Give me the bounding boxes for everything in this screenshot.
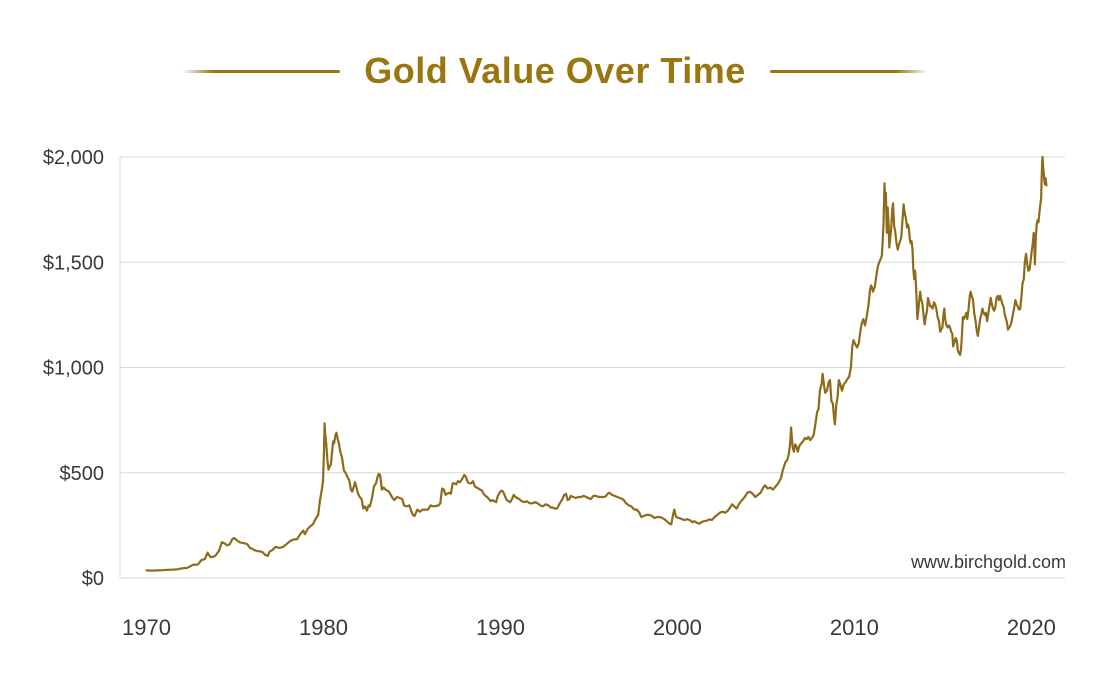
chart-title: Gold Value Over Time [364, 50, 746, 91]
title-rule-right [769, 69, 928, 73]
x-tick-label: 1970 [122, 615, 171, 640]
x-tick-label: 2000 [653, 615, 702, 640]
watermark: www.birchgold.com [910, 552, 1066, 572]
y-tick-label: $1,000 [43, 358, 104, 380]
x-tick-label: 1990 [476, 615, 525, 640]
x-tick-label: 2020 [1007, 615, 1056, 640]
y-tick-label: $0 [82, 568, 104, 590]
x-tick-label: 2010 [830, 615, 879, 640]
y-tick-label: $2,000 [43, 147, 104, 169]
x-tick-label: 1980 [299, 615, 348, 640]
y-tick-label: $500 [60, 463, 105, 485]
title-rule-left [182, 69, 341, 73]
gold-price-line [145, 155, 1048, 572]
chart-header: Gold Value Over Time [0, 50, 1110, 92]
y-tick-label: $1,500 [43, 252, 104, 274]
